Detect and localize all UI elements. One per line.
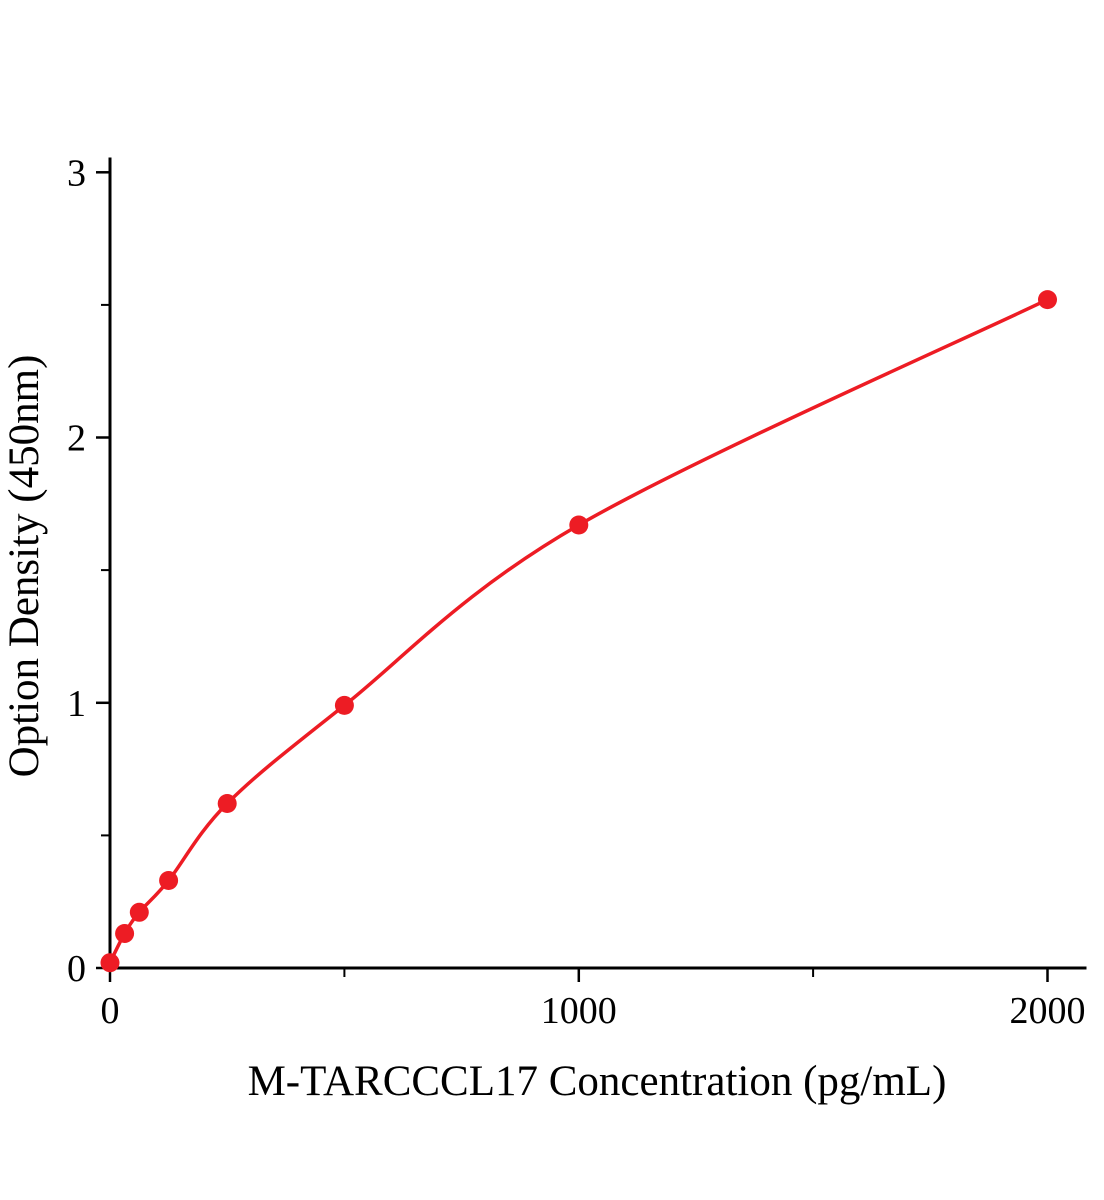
y-tick-label: 0 — [67, 948, 86, 990]
data-point — [115, 924, 135, 943]
data-point — [129, 902, 149, 922]
data-point — [100, 953, 120, 973]
data-point — [1038, 290, 1057, 310]
y-axis-title: Option Density (450nm) — [1, 355, 48, 778]
y-tick-label: 1 — [67, 683, 86, 725]
data-point — [334, 695, 354, 715]
x-tick-label: 1000 — [541, 990, 617, 1032]
axis-lines — [108, 157, 1087, 970]
data-point — [569, 515, 589, 535]
curve-line — [108, 297, 1050, 965]
y-tick-label: 3 — [67, 152, 86, 194]
y-tick-label: 2 — [67, 418, 86, 460]
x-tick-label: 2000 — [1010, 990, 1086, 1032]
data-point — [217, 794, 237, 813]
x-tick-label: 0 — [101, 990, 120, 1032]
plot-area: 0 1000 2000 0 1 2 3 — [67, 152, 1087, 1032]
x-axis-title: M-TARCCCL17 Concentration (pg/mL) — [248, 1058, 947, 1105]
data-point — [159, 871, 179, 890]
